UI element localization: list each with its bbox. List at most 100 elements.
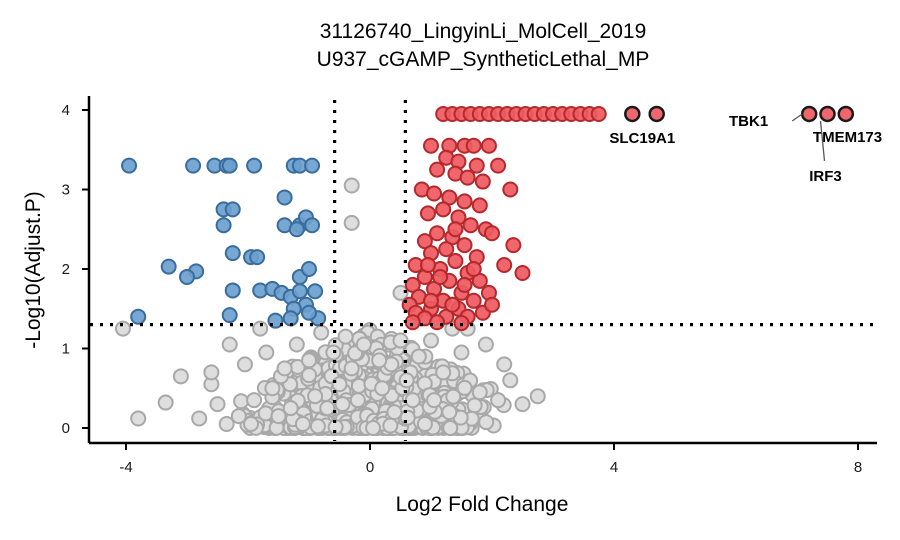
up-point xyxy=(459,169,476,186)
ns-point xyxy=(334,396,351,413)
ns-point xyxy=(172,368,189,385)
down-point xyxy=(221,157,238,174)
ns-point xyxy=(221,336,238,353)
down-point xyxy=(304,217,321,234)
x-tick-label: -4 xyxy=(119,459,132,476)
up-point xyxy=(456,237,473,254)
up-point xyxy=(484,296,500,313)
ns-point xyxy=(441,404,458,421)
down-point xyxy=(224,245,241,262)
down-point xyxy=(215,217,232,234)
ns-point xyxy=(288,336,305,353)
ns-point xyxy=(423,332,439,349)
y-tick-label: 3 xyxy=(62,182,70,199)
up-point xyxy=(404,314,421,331)
down-point xyxy=(288,221,305,238)
upregulated-points xyxy=(401,105,607,332)
axes: -4 0 4 8 0 1 2 3 4 xyxy=(62,96,877,476)
down-point xyxy=(291,283,308,300)
up-point xyxy=(462,217,479,234)
ns-point xyxy=(301,352,317,369)
ns-point xyxy=(343,214,360,231)
ns-point xyxy=(246,392,263,409)
up-point xyxy=(432,268,449,285)
down-point xyxy=(160,258,177,275)
up-point xyxy=(444,296,461,313)
ns-cloud-point xyxy=(382,417,399,434)
up-point xyxy=(496,257,513,274)
x-tick-label: 0 xyxy=(366,459,374,476)
up-point xyxy=(480,137,497,154)
gene-label-tmem173: TMEM173 xyxy=(813,129,882,146)
down-point xyxy=(301,261,317,277)
up-point xyxy=(590,105,607,122)
ns-cloud-point xyxy=(233,393,250,410)
downregulated-points xyxy=(121,157,327,329)
ns-point xyxy=(243,416,260,433)
gene-labels: SLC19A1 TBK1 TMEM173 IRF3 xyxy=(609,113,882,185)
ns-point xyxy=(218,416,235,433)
highlight-point xyxy=(624,105,641,123)
x-axis-title: Log2 Fold Change xyxy=(396,493,569,516)
up-point xyxy=(505,237,522,254)
ns-point xyxy=(392,284,409,301)
ns-cloud-point xyxy=(456,379,473,396)
up-point xyxy=(435,201,452,218)
up-point xyxy=(465,292,482,309)
ns-point xyxy=(453,344,470,361)
ns-point xyxy=(319,400,336,417)
ns-point xyxy=(477,336,494,353)
ns-point xyxy=(392,332,409,349)
highlight-point xyxy=(819,105,836,123)
chart-subtitle: U937_cGAMP_SyntheticLethal_MP xyxy=(317,48,650,71)
gene-label-tbk1: TBK1 xyxy=(729,113,768,130)
down-point xyxy=(301,304,317,321)
ns-cloud-point xyxy=(309,418,326,435)
ns-point xyxy=(529,388,546,405)
y-tick-label: 4 xyxy=(62,102,70,119)
down-point xyxy=(307,283,324,300)
ns-point xyxy=(496,356,513,373)
up-point xyxy=(429,225,446,242)
x-tick-label: 8 xyxy=(854,459,862,476)
ns-cloud-point xyxy=(350,377,367,394)
gene-label-irf3: IRF3 xyxy=(809,168,842,185)
up-point xyxy=(429,314,446,331)
up-point xyxy=(426,185,443,202)
ns-point xyxy=(130,410,147,427)
down-point xyxy=(221,307,238,324)
ns-point xyxy=(209,396,226,413)
ns-point xyxy=(471,384,488,401)
down-point xyxy=(276,189,293,206)
ns-point xyxy=(349,392,366,409)
threshold-lines xyxy=(90,100,877,441)
ns-point xyxy=(276,360,293,377)
ns-point xyxy=(294,416,311,433)
highlight-point xyxy=(800,105,818,123)
ns-cloud-point xyxy=(445,388,462,405)
ns-point xyxy=(410,348,427,365)
up-point xyxy=(447,221,464,238)
ns-point xyxy=(264,380,281,397)
up-point xyxy=(423,137,439,154)
up-point xyxy=(456,276,473,293)
y-tick-label: 1 xyxy=(62,341,70,358)
highlight-point xyxy=(837,105,855,123)
up-point xyxy=(474,173,491,190)
non-significant-points xyxy=(114,177,546,436)
ns-cloud-point xyxy=(399,409,416,426)
ns-cloud-point xyxy=(301,367,318,384)
up-point xyxy=(514,264,531,281)
ns-point xyxy=(416,416,433,433)
ns-point xyxy=(313,324,330,341)
ns-point xyxy=(343,360,360,377)
ns-point xyxy=(371,352,388,369)
down-point xyxy=(179,268,195,285)
ns-point xyxy=(307,388,324,405)
ns-point xyxy=(343,177,360,194)
label-leader-line xyxy=(819,120,826,162)
ns-point xyxy=(270,408,287,425)
ns-point xyxy=(365,420,382,436)
ns-point xyxy=(490,392,507,409)
down-point xyxy=(121,157,138,174)
